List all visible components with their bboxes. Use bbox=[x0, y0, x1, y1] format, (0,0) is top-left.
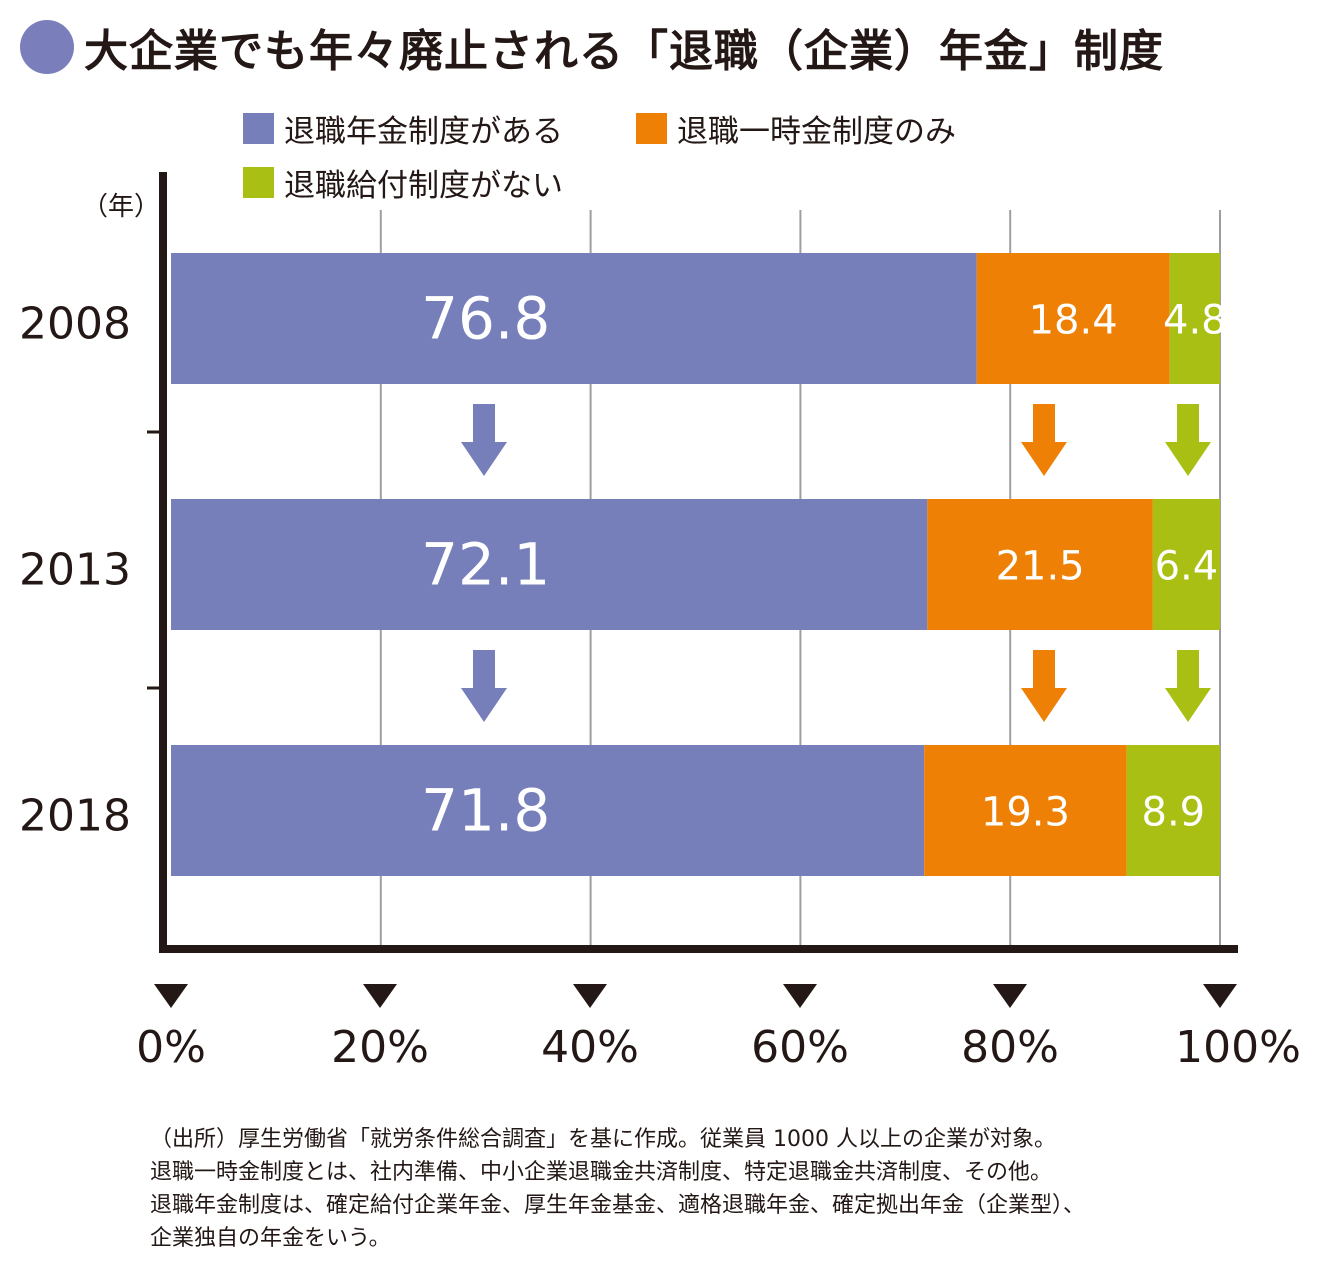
bar-value-label: 8.9 bbox=[1142, 790, 1206, 836]
chart-title: 大企業でも年々廃止される「退職（企業）年金」制度 bbox=[84, 26, 1164, 77]
down-arrow-icon bbox=[1021, 650, 1067, 722]
bar-segment bbox=[1152, 499, 1220, 630]
bar-value-label: 18.4 bbox=[1029, 298, 1118, 344]
down-arrow-icon bbox=[1021, 404, 1067, 476]
bar-segment bbox=[1126, 745, 1220, 876]
legend-swatch-none bbox=[243, 167, 274, 198]
bar-value-label: 4.8 bbox=[1163, 298, 1227, 344]
bar-segment bbox=[1169, 253, 1220, 384]
legend-item-lump-sum: 退職一時金制度のみ bbox=[636, 106, 956, 151]
x-tick-label: 20% bbox=[331, 1022, 429, 1073]
source-notes: （出所）厚生労働省「就労条件総合調査」を基に作成。従業員 1000 人以上の企業… bbox=[150, 1123, 1085, 1255]
stacked-bar-chart: 76.8 18.4 4.8 2008 72.1 21.5 6.4 2013 71.8 19.3 8.… bbox=[19, 172, 1301, 1073]
bar-value-label: 21.5 bbox=[996, 544, 1085, 590]
bar-value-label: 76.8 bbox=[421, 285, 550, 353]
bar-value-label: 72.1 bbox=[421, 531, 550, 599]
bar-segment bbox=[927, 499, 1153, 630]
down-arrow-icon bbox=[1165, 650, 1211, 722]
legend-label-none: 退職給付制度がない bbox=[284, 168, 563, 204]
x-tick-triangle-icon bbox=[1203, 984, 1237, 1008]
x-tick-triangle-icon bbox=[993, 984, 1027, 1008]
bar-segment bbox=[171, 253, 977, 384]
x-tick-label: 0% bbox=[136, 1022, 206, 1073]
note-line: （出所）厚生労働省「就労条件総合調査」を基に作成。従業員 1000 人以上の企業… bbox=[150, 1127, 1056, 1152]
legend-item-pension: 退職年金制度がある bbox=[243, 106, 563, 151]
title-bullet-icon bbox=[20, 20, 74, 74]
note-line: 退職年金制度は、確定給付企業年金、厚生年金基金、適格退職年金、確定拠出年金（企業… bbox=[150, 1193, 1086, 1218]
y-category-label: 2018 bbox=[19, 791, 131, 842]
legend-label-pension: 退職年金制度がある bbox=[284, 114, 563, 150]
bar-value-label: 19.3 bbox=[981, 790, 1070, 836]
y-category-label: 2013 bbox=[19, 545, 131, 596]
x-tick-label: 100% bbox=[1175, 1022, 1301, 1073]
x-tick-label: 60% bbox=[751, 1022, 849, 1073]
down-arrow-icon bbox=[1165, 404, 1211, 476]
bar-segment bbox=[171, 499, 928, 630]
legend-label-lump-sum: 退職一時金制度のみ bbox=[677, 114, 956, 150]
note-line: 退職一時金制度とは、社内準備、中小企業退職金共済制度、特定退職金共済制度、その他… bbox=[150, 1160, 1053, 1185]
bar-segment bbox=[976, 253, 1170, 384]
down-arrow-icon bbox=[461, 650, 507, 722]
y-category-label: 2008 bbox=[19, 299, 131, 350]
title-row: 大企業でも年々廃止される「退職（企業）年金」制度 bbox=[20, 12, 1164, 82]
y-axis-unit-label: （年） bbox=[82, 192, 161, 222]
legend-swatch-pension bbox=[243, 113, 274, 144]
x-tick-triangle-icon bbox=[154, 984, 188, 1008]
legend-item-none: 退職給付制度がない bbox=[243, 160, 563, 205]
note-line: 企業独自の年金をいう。 bbox=[150, 1226, 391, 1251]
bar-value-label: 71.8 bbox=[421, 777, 550, 845]
down-arrow-icon bbox=[461, 404, 507, 476]
x-tick-triangle-icon bbox=[783, 984, 817, 1008]
bar-segment bbox=[171, 745, 925, 876]
x-tick-triangle-icon bbox=[573, 984, 607, 1008]
bar-segment bbox=[924, 745, 1127, 876]
legend-swatch-lump-sum bbox=[636, 113, 667, 144]
bar-value-label: 6.4 bbox=[1155, 544, 1219, 590]
x-tick-label: 80% bbox=[961, 1022, 1059, 1073]
x-tick-label: 40% bbox=[541, 1022, 639, 1073]
x-tick-triangle-icon bbox=[363, 984, 397, 1008]
